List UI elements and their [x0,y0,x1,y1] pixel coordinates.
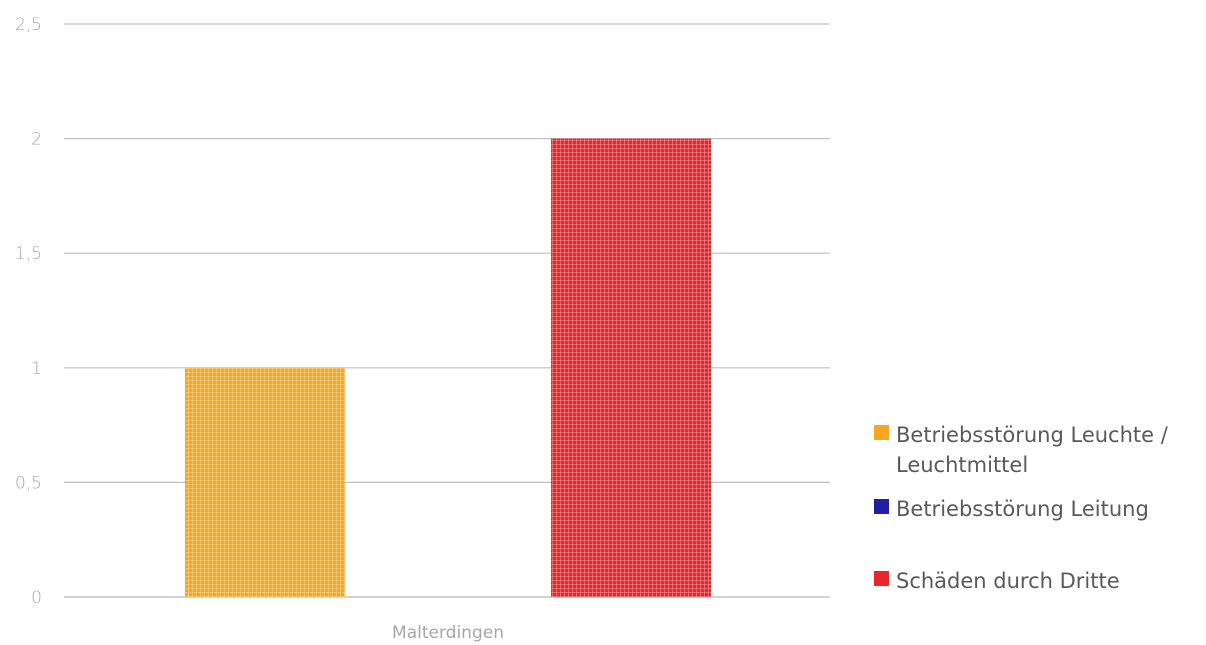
legend-label-leuchte: Betriebsstörung Leuchte / Leuchtmittel [896,423,1168,477]
y-tick-label: 2,5 [15,15,42,35]
bars [185,138,711,597]
legend-swatch-leitung [874,499,889,514]
bar-schaeden [551,138,711,597]
y-tick-label: 0 [31,588,42,608]
y-axis-ticks: 0 0,5 1 1,5 2 2,5 [15,15,42,608]
legend-label-schaeden: Schäden durch Dritte [896,569,1120,593]
legend-item-leuchte: Betriebsstörung Leuchte / Leuchtmittel [874,420,1196,480]
bar-leuchte [185,367,345,597]
y-tick-label: 0,5 [15,473,42,493]
x-axis-ticks: Malterdingen [392,623,504,643]
legend-item-leitung: Betriebsstörung Leitung [874,494,1196,524]
bar-texture [185,367,345,597]
legend-swatch-leuchte [874,425,889,440]
y-tick-label: 1,5 [15,244,42,264]
legend-swatch-schaeden [874,571,889,586]
y-tick-label: 2 [31,130,42,150]
bar-texture [551,138,711,597]
x-tick-label: Malterdingen [392,623,504,643]
y-tick-label: 1 [31,359,42,379]
gridlines [64,23,830,598]
legend-item-schaeden: Schäden durch Dritte [874,566,1196,596]
legend-label-leitung: Betriebsstörung Leitung [896,497,1149,521]
